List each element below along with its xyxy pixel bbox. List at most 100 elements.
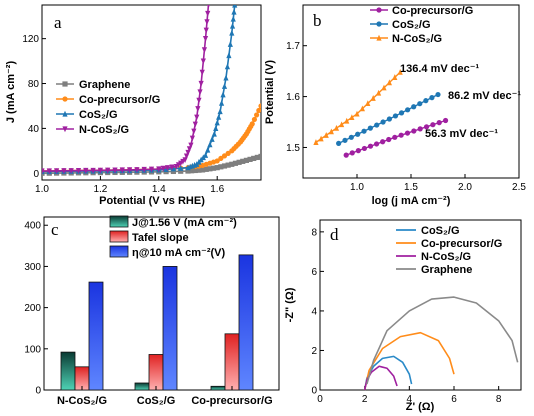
panel-a-point (247, 156, 253, 162)
panel-d-xlabel: Z' (Ω) (406, 401, 435, 413)
panel-a-legend-label: CoS₂/G (79, 109, 118, 121)
panel-a-legend-label: Co-precursor/G (79, 94, 160, 106)
panel-a-point (209, 136, 215, 142)
panel-a-point (251, 116, 258, 123)
panel-b-series-1 (336, 91, 441, 146)
panel-b-point (359, 105, 365, 112)
panel-c-bar (134, 382, 150, 391)
panel-b-point (318, 135, 324, 142)
panel-a-xlabel: Potential (V vs RHE) (99, 195, 205, 207)
panel-a-point (169, 164, 175, 171)
panel-b-ytick-label: 1.7 (286, 41, 300, 52)
panel-a-point (251, 155, 257, 162)
panel-a-legend-marker (62, 126, 68, 133)
panel-a-point (214, 165, 220, 171)
panel-a-point (213, 125, 219, 131)
panel-b-legend-marker (376, 34, 382, 41)
panel-a-point (119, 167, 125, 174)
panel-a-point (225, 162, 231, 168)
panel-a-point (232, 5, 238, 8)
panel-a-point (214, 119, 220, 126)
panel-a-point (134, 167, 140, 173)
panel-b-point (336, 140, 342, 146)
panel-a-legend-label: Graphene (79, 79, 130, 91)
panel-a-point (229, 29, 235, 36)
panel-c-legend-swatch (109, 215, 129, 228)
panel-b-series-2 (313, 68, 403, 145)
panel-a-point (196, 167, 202, 173)
panel-a-point (204, 19, 210, 26)
panel-a-point (258, 103, 261, 109)
panel-a-legend-marker (62, 81, 68, 87)
panel-b-point (411, 128, 417, 134)
panel-a-point (191, 128, 197, 135)
panel-c-category-label: N-CoS₂/G (57, 395, 107, 407)
panel-b-point (430, 122, 436, 128)
panel-b-letter: b (313, 11, 322, 30)
panel-b-point (354, 110, 360, 117)
panel-a-legend-marker (62, 110, 68, 117)
panel-c-ytick-label: 200 (24, 303, 41, 314)
panel-b-note-n-cos2: 136.4 mV dec⁻¹ (400, 63, 480, 75)
panel-d-legend-label: N-CoS₂/G (421, 251, 471, 263)
panel-b-point (323, 132, 329, 138)
panel-d-ytick-label: 4 (311, 306, 317, 317)
panel-a-point (254, 112, 260, 118)
panel-b-xtick-label: 2.0 (458, 182, 472, 193)
panel-b-point (398, 110, 405, 116)
panel-b-point (397, 68, 403, 75)
panel-a: a 1.0 1.2 1.4 1.6 0 40 80 120 Potential (V vs R… (5, 4, 262, 207)
panel-c-bar (224, 333, 240, 391)
panel-a-point (189, 168, 195, 174)
panel-a-point (170, 168, 176, 175)
panel-b-point (435, 91, 441, 98)
panel-d-frame (319, 219, 522, 391)
panel-a-point (230, 15, 236, 22)
panel-a-point (199, 69, 205, 76)
panel-b-point (343, 152, 349, 158)
panel-b-point (370, 95, 376, 101)
panel-a-legend-label: N-CoS₂/G (79, 124, 129, 136)
panel-d-ytick-label: 6 (311, 267, 317, 278)
panel-b-point (367, 143, 374, 149)
panel-b-note-cos2: 86.2 mV dec⁻¹ (448, 90, 521, 102)
panel-d-xtick-label: 8 (496, 394, 502, 405)
panel-a-xtick-label: 1.6 (210, 184, 224, 195)
panel-d-legend-label: CoS₂/G (421, 225, 460, 237)
panel-b-point (392, 113, 399, 119)
panel-a-point (205, 10, 211, 17)
panel-b-point (429, 95, 435, 101)
panel-b-point (380, 119, 386, 125)
panel-a-point (189, 135, 195, 142)
panel-b-xtick-label: 1.0 (350, 182, 364, 193)
panel-d-ytick-label: 8 (311, 227, 317, 238)
panel-b-point (339, 121, 345, 128)
panel-a-point (210, 165, 217, 171)
panel-d-line-2 (363, 365, 398, 391)
panel-c-bar (238, 254, 254, 391)
panel-a-point (195, 106, 201, 112)
panel-a-point (127, 167, 133, 174)
panel-a-point (207, 166, 213, 172)
panel-d-ytick-label: 2 (311, 346, 317, 357)
panel-a-point (203, 27, 209, 34)
panel-a-point (54, 168, 60, 175)
panel-b-xtick-label: 2.5 (512, 182, 526, 193)
panel-a-point (221, 153, 228, 159)
panel-b-point (417, 126, 423, 132)
panel-c-category-label: CoS₂/G (137, 395, 176, 407)
panel-a-point (156, 166, 162, 173)
panel-a-series-3 (42, 5, 211, 175)
panel-a-point (185, 168, 191, 174)
panel-b-point (392, 134, 398, 140)
panel-a-xtick-label: 1.4 (152, 184, 166, 195)
panel-a-point (205, 146, 211, 153)
panel-b-point (333, 124, 340, 131)
panel-c: c 0 100 200 300 400 N-CoS₂/G CoS₂/G Co-precurs… (24, 215, 280, 407)
panel-a-line (42, 105, 261, 172)
panel-b-legend-marker (376, 21, 382, 27)
panel-a-point (229, 161, 235, 167)
panel-a-letter: a (54, 13, 62, 32)
panel-a-point (203, 166, 209, 172)
